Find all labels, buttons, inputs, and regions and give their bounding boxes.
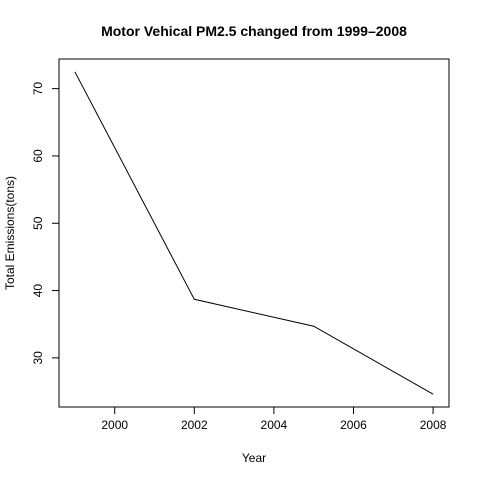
series-line: [74, 71, 434, 395]
x-tick-label: 2004: [261, 418, 288, 432]
series-group: [74, 71, 434, 395]
y-axis-label: Total Emissions(tons): [3, 176, 17, 290]
y-tick-label: 40: [31, 284, 45, 298]
y-axis: 30 40 50 60 70: [31, 82, 60, 365]
chart-title: Motor Vehical PM2.5 changed from 1999–20…: [101, 23, 407, 39]
x-axis-label: Year: [242, 451, 266, 465]
x-tick-label: 2008: [420, 418, 447, 432]
x-tick-label: 2000: [101, 418, 128, 432]
x-tick-label: 2006: [340, 418, 367, 432]
y-tick-label: 30: [31, 351, 45, 365]
y-tick-label: 50: [31, 216, 45, 230]
y-tick-label: 70: [31, 82, 45, 96]
y-tick-label: 60: [31, 149, 45, 163]
x-tick-label: 2002: [181, 418, 208, 432]
x-axis: 2000 2002 2004 2006 2008: [101, 406, 447, 432]
plot-frame: [58, 58, 450, 408]
